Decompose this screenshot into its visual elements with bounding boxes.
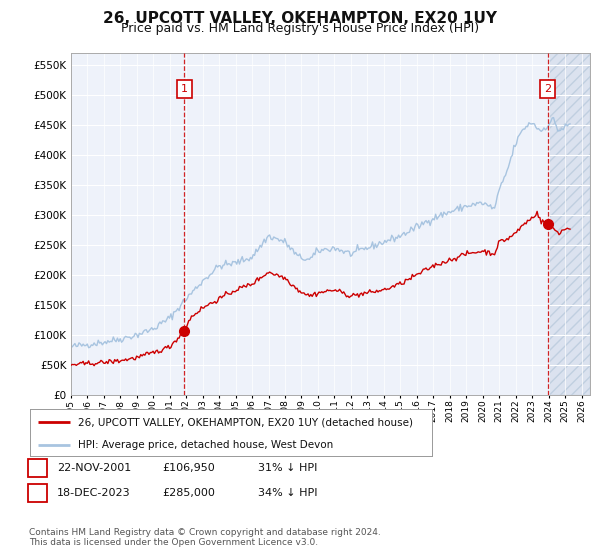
Text: 31% ↓ HPI: 31% ↓ HPI bbox=[258, 463, 317, 473]
Text: 1: 1 bbox=[34, 463, 41, 473]
Text: 2: 2 bbox=[544, 84, 551, 94]
Text: 26, UPCOTT VALLEY, OKEHAMPTON, EX20 1UY: 26, UPCOTT VALLEY, OKEHAMPTON, EX20 1UY bbox=[103, 11, 497, 26]
Text: Contains HM Land Registry data © Crown copyright and database right 2024.
This d: Contains HM Land Registry data © Crown c… bbox=[29, 528, 380, 547]
Text: 22-NOV-2001: 22-NOV-2001 bbox=[57, 463, 131, 473]
Text: 26, UPCOTT VALLEY, OKEHAMPTON, EX20 1UY (detached house): 26, UPCOTT VALLEY, OKEHAMPTON, EX20 1UY … bbox=[78, 417, 413, 427]
Text: Price paid vs. HM Land Registry's House Price Index (HPI): Price paid vs. HM Land Registry's House … bbox=[121, 22, 479, 35]
Text: 1: 1 bbox=[181, 84, 188, 94]
Text: 2: 2 bbox=[34, 488, 41, 498]
Text: 34% ↓ HPI: 34% ↓ HPI bbox=[258, 488, 317, 498]
Text: £106,950: £106,950 bbox=[162, 463, 215, 473]
Text: 18-DEC-2023: 18-DEC-2023 bbox=[57, 488, 131, 498]
Text: £285,000: £285,000 bbox=[162, 488, 215, 498]
Text: HPI: Average price, detached house, West Devon: HPI: Average price, detached house, West… bbox=[78, 440, 334, 450]
